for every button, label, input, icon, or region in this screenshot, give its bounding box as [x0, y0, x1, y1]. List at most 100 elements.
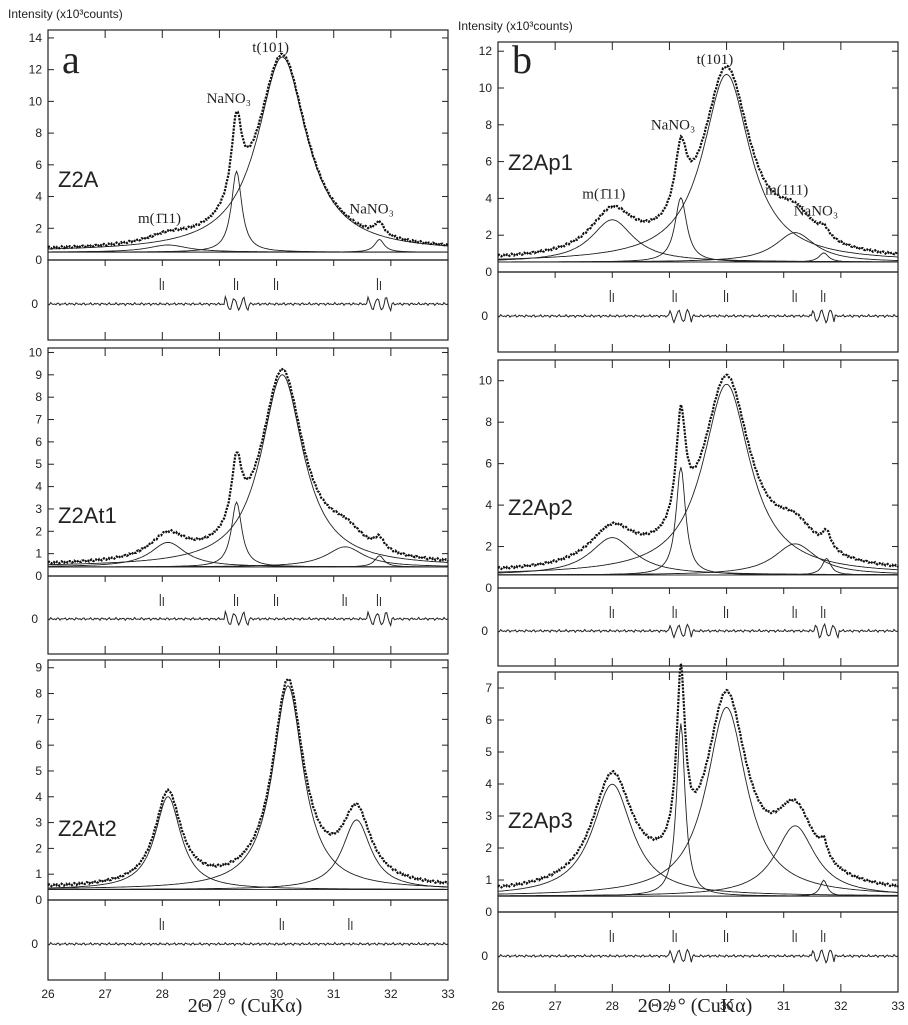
y-tick-label: 2	[485, 841, 492, 855]
component-curve	[48, 56, 449, 250]
y-tick-label: 1	[485, 873, 492, 887]
sample-label: Z2Ap1	[508, 150, 573, 175]
main-frame	[47, 29, 449, 261]
x-tick-label: 31	[777, 999, 791, 1013]
sample-label: Z2Ap3	[508, 808, 573, 833]
residual-curve	[497, 948, 899, 964]
y-tick-label: 8	[35, 687, 42, 701]
x-tick-label: 27	[98, 987, 112, 1001]
panels-group: 024681012140Z2Am(1̄11)NaNO₃t(101)NaNO₃01…	[29, 29, 905, 1013]
x-tick-label: 29	[213, 987, 227, 1001]
residual-frame	[47, 259, 449, 341]
y-tick-label: 2	[485, 228, 492, 242]
y-tick-label: 3	[35, 502, 42, 516]
peak-label: NaNO₃	[794, 204, 838, 220]
y-tick-label: 8	[35, 126, 42, 140]
y-tick-label: 5	[485, 745, 492, 759]
main-frame	[47, 659, 449, 901]
y-tick-label: 1	[35, 547, 42, 561]
y-tick-label: 5	[35, 764, 42, 778]
component-curve	[47, 796, 448, 890]
observed-curve	[497, 64, 899, 258]
observed-curve	[47, 52, 449, 250]
y-tick-label: 10	[479, 81, 493, 95]
y-tick-label: 4	[35, 190, 42, 204]
y-tick-label: 0	[485, 905, 492, 919]
panel-Z2Ap3: 0 1 2 3 4 5 6 7 0 Z2Ap3 26 27 28 29 30 31 32 33	[481, 663, 905, 1013]
column-label-b: b	[512, 37, 532, 82]
x-axis-title-left: 2Θ / ° (CuKα)	[188, 995, 303, 1017]
y-axis-label-left: Intensity (x10³counts)	[8, 7, 123, 21]
peak-label: t(101)	[252, 40, 289, 56]
y-tick-label: 3	[35, 816, 42, 830]
residual-curve	[497, 622, 899, 640]
column-label-a: a	[62, 37, 80, 82]
component-curve	[48, 239, 448, 253]
residual-frame	[497, 587, 899, 667]
x-tick-label: 26	[491, 999, 505, 1013]
residual-curve	[47, 941, 449, 947]
y-tick-label: 3	[485, 809, 492, 823]
component-curve	[497, 706, 898, 895]
y-tick-label: 8	[485, 415, 492, 429]
residual-curve	[497, 308, 899, 324]
y-tick-label: 12	[29, 63, 43, 77]
y-tick-label: 4	[485, 191, 492, 205]
y-tick-label: 0	[35, 893, 42, 907]
sample-label: Z2Ap2	[508, 495, 573, 520]
x-axis-title-right: 2Θ / ° (CuKα)	[638, 995, 753, 1017]
component-curve	[498, 383, 899, 573]
residual-zero-label: 0	[481, 949, 488, 963]
y-tick-label: 6	[35, 738, 42, 752]
sample-label: Z2A	[58, 167, 99, 192]
residual-curve	[47, 609, 449, 628]
x-tick-label: 28	[606, 999, 620, 1013]
component-curve	[497, 73, 899, 260]
component-curve	[498, 825, 899, 897]
y-tick-label: 0	[485, 581, 492, 595]
y-tick-label: 6	[485, 713, 492, 727]
y-tick-label: 7	[485, 681, 492, 695]
component-curve	[498, 537, 898, 576]
y-tick-label: 4	[485, 498, 492, 512]
peak-label: NaNO₃	[207, 91, 251, 107]
residual-curve	[47, 294, 449, 313]
component-curve	[497, 783, 899, 896]
main-frame	[497, 671, 899, 913]
y-tick-label: 10	[29, 94, 43, 108]
panel-Z2Ap1: 0 2 4 6 8 10 12 0 Z2Ap1 m(1̄11) NaNO₃ t(101) m(111) N…	[479, 41, 899, 353]
y-tick-label: 6	[35, 435, 42, 449]
y-tick-label: 2	[35, 221, 42, 235]
panel-Z2Ap2: 0 2 4 6 8 10 0 Z2Ap2	[479, 359, 899, 667]
x-tick-label: 33	[891, 999, 905, 1013]
observed-curve	[497, 663, 899, 889]
y-tick-label: 10	[479, 374, 493, 388]
residual-zero-label: 0	[31, 297, 38, 311]
y-tick-label: 5	[35, 457, 42, 471]
y-tick-label: 10	[29, 345, 43, 359]
y-tick-label: 6	[485, 155, 492, 169]
panel-Z2At1: 0 1 2 3 4 5 6 7 8 9 10 0 Z2At1	[29, 345, 449, 655]
x-tick-label: 32	[834, 999, 848, 1013]
x-tick-label: 29	[663, 999, 677, 1013]
y-tick-label: 2	[485, 540, 492, 554]
x-tick-label: 33	[441, 987, 455, 1001]
y-tick-label: 0	[485, 265, 492, 279]
residual-zero-label: 0	[31, 612, 38, 626]
panel-Z2At2: 0 1 2 3 4 5 6 7 8 9 0 Z2At2 26 27 28 29 30 31 32 33	[31, 659, 455, 1001]
y-tick-label: 0	[35, 569, 42, 583]
sample-label: Z2At1	[58, 503, 117, 528]
sample-label: Z2At2	[58, 816, 117, 841]
component-curve	[47, 374, 448, 566]
main-frame	[47, 347, 449, 577]
peak-label: m(1̄11)	[138, 211, 181, 227]
y-tick-label: 6	[485, 457, 492, 471]
residual-zero-label: 0	[481, 624, 488, 638]
x-tick-label: 32	[384, 987, 398, 1001]
y-tick-label: 8	[35, 390, 42, 404]
y-tick-label: 7	[35, 413, 42, 427]
x-tick-label: 30	[270, 987, 284, 1001]
x-tick-label: 27	[548, 999, 562, 1013]
residual-zero-label: 0	[481, 309, 488, 323]
